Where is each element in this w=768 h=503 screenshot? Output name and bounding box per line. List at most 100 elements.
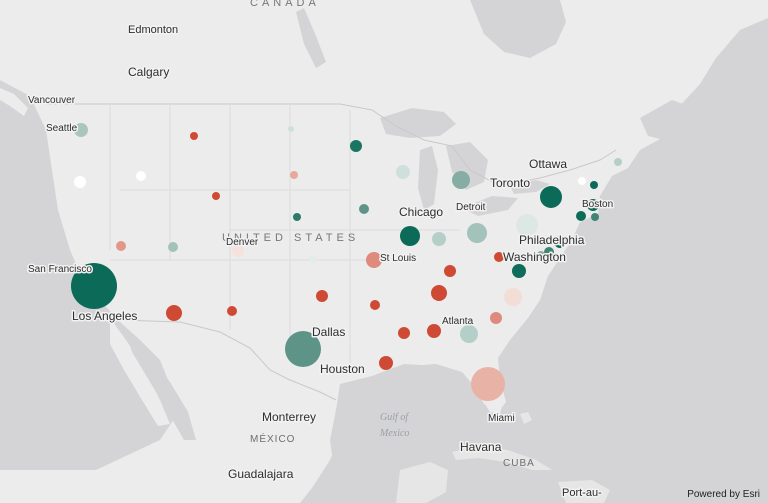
land-yucatan: [396, 462, 448, 503]
label-toronto: Toronto: [490, 176, 530, 190]
label-philadelphia: Philadelphia: [519, 233, 585, 247]
symbol-nebraska[interactable]: [293, 213, 301, 221]
symbol-kentucky[interactable]: [431, 285, 447, 301]
symbol-nevada[interactable]: [116, 241, 126, 251]
symbol-philadelphia[interactable]: [554, 236, 566, 248]
label-havana: Havana: [460, 440, 502, 454]
symbol-new-mexico[interactable]: [227, 306, 237, 316]
symbol-new-orleans[interactable]: [379, 356, 393, 370]
attribution-text[interactable]: Powered by Esri: [687, 489, 760, 500]
label-atlanta: Atlanta: [442, 316, 474, 327]
symbol-rhode-island[interactable]: [591, 213, 599, 221]
label-cuba: CUBA: [503, 458, 535, 469]
label-ottawa: Ottawa: [529, 157, 567, 171]
country-labels: CANADA UNITED STATES MÉXICO CUBA: [222, 0, 535, 469]
hudson-bay: [470, 0, 566, 58]
label-seattle: Seattle: [46, 123, 78, 134]
symbol-miami[interactable]: [471, 367, 505, 401]
label-gulf-of-mexico-line1: Gulf of: [380, 412, 409, 423]
label-san-francisco: San Francisco: [28, 264, 92, 275]
label-los-angeles: Los Angeles: [72, 309, 137, 323]
symbol-dc[interactable]: [537, 251, 545, 259]
symbol-ohio[interactable]: [467, 223, 487, 243]
symbol-wyoming[interactable]: [212, 192, 220, 200]
symbol-washington[interactable]: [512, 264, 526, 278]
proportional-symbols: [71, 123, 622, 401]
symbol-boston[interactable]: [587, 199, 599, 211]
label-chicago: Chicago: [399, 205, 443, 219]
symbol-denver[interactable]: [232, 245, 244, 257]
state-lines: [109, 104, 460, 370]
label-canada: CANADA: [250, 0, 320, 9]
border-us-mexico: [117, 319, 337, 401]
symbol-montana[interactable]: [190, 132, 198, 140]
symbol-carolina[interactable]: [490, 312, 502, 324]
label-united-states: UNITED STATES: [222, 232, 359, 244]
city-labels: Edmonton Calgary Vancouver Seattle Denve…: [27, 23, 615, 501]
symbol-chicago[interactable]: [400, 226, 420, 246]
symbol-oregon[interactable]: [74, 176, 86, 188]
symbol-utah[interactable]: [168, 242, 178, 252]
land-hispaniola: [558, 480, 610, 503]
label-houston: Houston: [320, 362, 365, 376]
symbol-wisconsin[interactable]: [396, 165, 410, 179]
symbol-delaware[interactable]: [544, 247, 554, 257]
label-st-louis: St Louis: [380, 253, 416, 264]
land-baja: [110, 318, 170, 426]
lake-michigan: [418, 146, 438, 210]
symbol-kansas[interactable]: [309, 255, 317, 263]
label-dallas: Dallas: [312, 325, 345, 339]
symbol-atlanta[interactable]: [460, 325, 478, 343]
symbol-vermont[interactable]: [590, 181, 598, 189]
symbol-idaho[interactable]: [136, 171, 146, 181]
symbol-toronto-area[interactable]: [540, 186, 562, 208]
label-denver: Denver: [226, 237, 259, 248]
symbol-phoenix[interactable]: [166, 305, 182, 321]
symbol-detroit[interactable]: [452, 171, 470, 189]
label-gulf-of-mexico-line2: Mexico: [379, 428, 409, 439]
vancouver-island: [0, 88, 28, 116]
symbol-dallas[interactable]: [285, 331, 321, 367]
gulf-st-lawrence: [640, 100, 700, 140]
symbol-maine[interactable]: [614, 158, 622, 166]
symbol-mississippi[interactable]: [398, 327, 410, 339]
symbol-nh[interactable]: [578, 177, 586, 185]
border-us-canada: [46, 103, 617, 187]
symbol-connecticut[interactable]: [576, 211, 586, 221]
symbol-arkansas[interactable]: [370, 300, 380, 310]
borders: [46, 103, 617, 401]
symbol-virginia[interactable]: [504, 288, 522, 306]
lake-winnipeg: [296, 8, 326, 68]
label-detroit: Detroit: [456, 202, 486, 213]
symbol-minneapolis[interactable]: [350, 140, 362, 152]
lake-superior: [380, 108, 456, 138]
symbol-st-louis[interactable]: [366, 252, 382, 268]
label-mexico: MÉXICO: [250, 432, 295, 445]
symbol-pittsburgh[interactable]: [494, 252, 504, 262]
symbol-oklahoma[interactable]: [316, 290, 328, 302]
label-calgary: Calgary: [128, 65, 169, 79]
symbol-tennessee[interactable]: [444, 265, 456, 277]
symbol-seattle[interactable]: [74, 123, 88, 137]
symbol-los-angeles[interactable]: [71, 263, 117, 309]
land-cuba: [452, 446, 552, 470]
lake-erie: [462, 196, 518, 216]
great-lakes: [296, 8, 550, 216]
label-monterrey: Monterrey: [262, 410, 316, 424]
label-miami: Miami: [488, 413, 515, 424]
symbol-south-dakota[interactable]: [290, 171, 298, 179]
water-labels: Gulf of Mexico: [379, 412, 409, 439]
symbol-alabama[interactable]: [427, 324, 441, 338]
symbol-iowa[interactable]: [359, 204, 369, 214]
label-boston: Boston: [582, 199, 613, 210]
label-port-au: Port-au-: [562, 487, 602, 499]
symbol-new-york[interactable]: [516, 214, 538, 236]
gulf-of-california: [126, 330, 196, 440]
lake-ontario: [510, 180, 550, 194]
label-guadalajara: Guadalajara: [228, 467, 294, 481]
symbol-indiana[interactable]: [432, 232, 446, 246]
symbol-north-dakota[interactable]: [288, 126, 294, 132]
label-vancouver: Vancouver: [28, 95, 76, 106]
